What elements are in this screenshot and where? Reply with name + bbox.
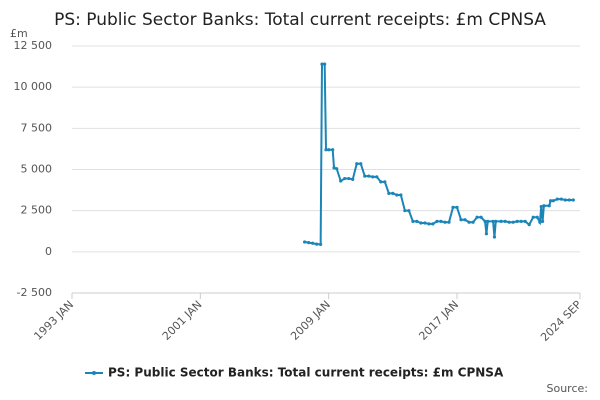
point [551,199,555,203]
point [435,219,439,223]
point [332,166,336,170]
chart-title: PS: Public Sector Banks: Total current r… [54,10,546,30]
point [494,219,498,223]
source: Source: [547,382,589,395]
point [463,218,467,222]
point [423,221,427,225]
point [492,235,497,239]
line [304,63,574,246]
point [379,180,383,184]
point [499,219,503,223]
point [542,204,546,208]
point [571,198,575,202]
point [311,241,315,245]
point [399,193,403,197]
point [367,174,371,178]
point [395,193,399,197]
point [535,215,539,219]
point [411,219,415,223]
point [515,219,519,223]
point [538,220,542,224]
point [391,191,395,195]
point [419,221,423,225]
point [319,242,323,247]
x-tick-label: 2001 JAN [160,298,205,343]
point [503,219,507,223]
point [331,148,335,152]
point [407,209,411,213]
point [359,162,363,166]
point [475,215,479,219]
point [439,219,443,223]
point [511,220,515,224]
point [451,205,455,209]
point [555,197,559,201]
point [563,198,567,202]
y-tick-label: 10 000 [14,80,53,93]
point [403,209,407,213]
point [540,219,545,223]
point [431,222,435,226]
point [479,215,483,219]
point [443,220,447,224]
point [323,62,327,66]
point [467,220,471,224]
x-tick-label: 2009 JAN [288,298,333,343]
point [351,177,355,181]
point [307,241,311,245]
point [383,180,387,184]
y-tick-label: 5 000 [21,163,53,176]
point [415,219,419,223]
point [447,220,451,224]
point [339,179,343,183]
point [343,176,347,181]
point [320,62,324,66]
point [375,175,379,179]
point [547,204,551,208]
y-tick-label: -2 500 [17,286,52,299]
point [539,204,543,209]
point [315,242,319,246]
legend-label: PS: Public Sector Banks: Total current r… [108,366,504,380]
y-tick-label: 12 500 [14,39,53,52]
point [355,162,359,166]
point [427,222,431,226]
point [531,215,535,219]
y-tick-label: 0 [45,245,52,258]
point [519,219,523,223]
point [567,198,571,202]
point [559,197,563,201]
y-axis-label: £m [10,27,28,40]
point [527,223,531,227]
x-tick-label: 2024 SEP [538,298,584,344]
y-tick-label: 2 500 [21,204,53,217]
x-tick-label: 2017 JAN [416,298,461,343]
point [491,219,495,223]
point [483,219,487,223]
point [484,232,489,236]
point [335,167,339,171]
point [548,199,553,203]
legend-marker [92,371,96,375]
point [459,218,463,222]
point [327,148,331,152]
point [471,220,475,224]
point [347,176,351,181]
point [303,240,307,244]
point [523,219,527,223]
y-tick-label: 7 500 [21,121,53,134]
point [324,148,328,152]
x-tick-label: 1993 JAN [31,298,76,343]
point [486,219,490,223]
point [371,175,375,179]
point [507,220,511,224]
point [363,174,367,178]
point [455,205,459,209]
point [387,191,391,195]
